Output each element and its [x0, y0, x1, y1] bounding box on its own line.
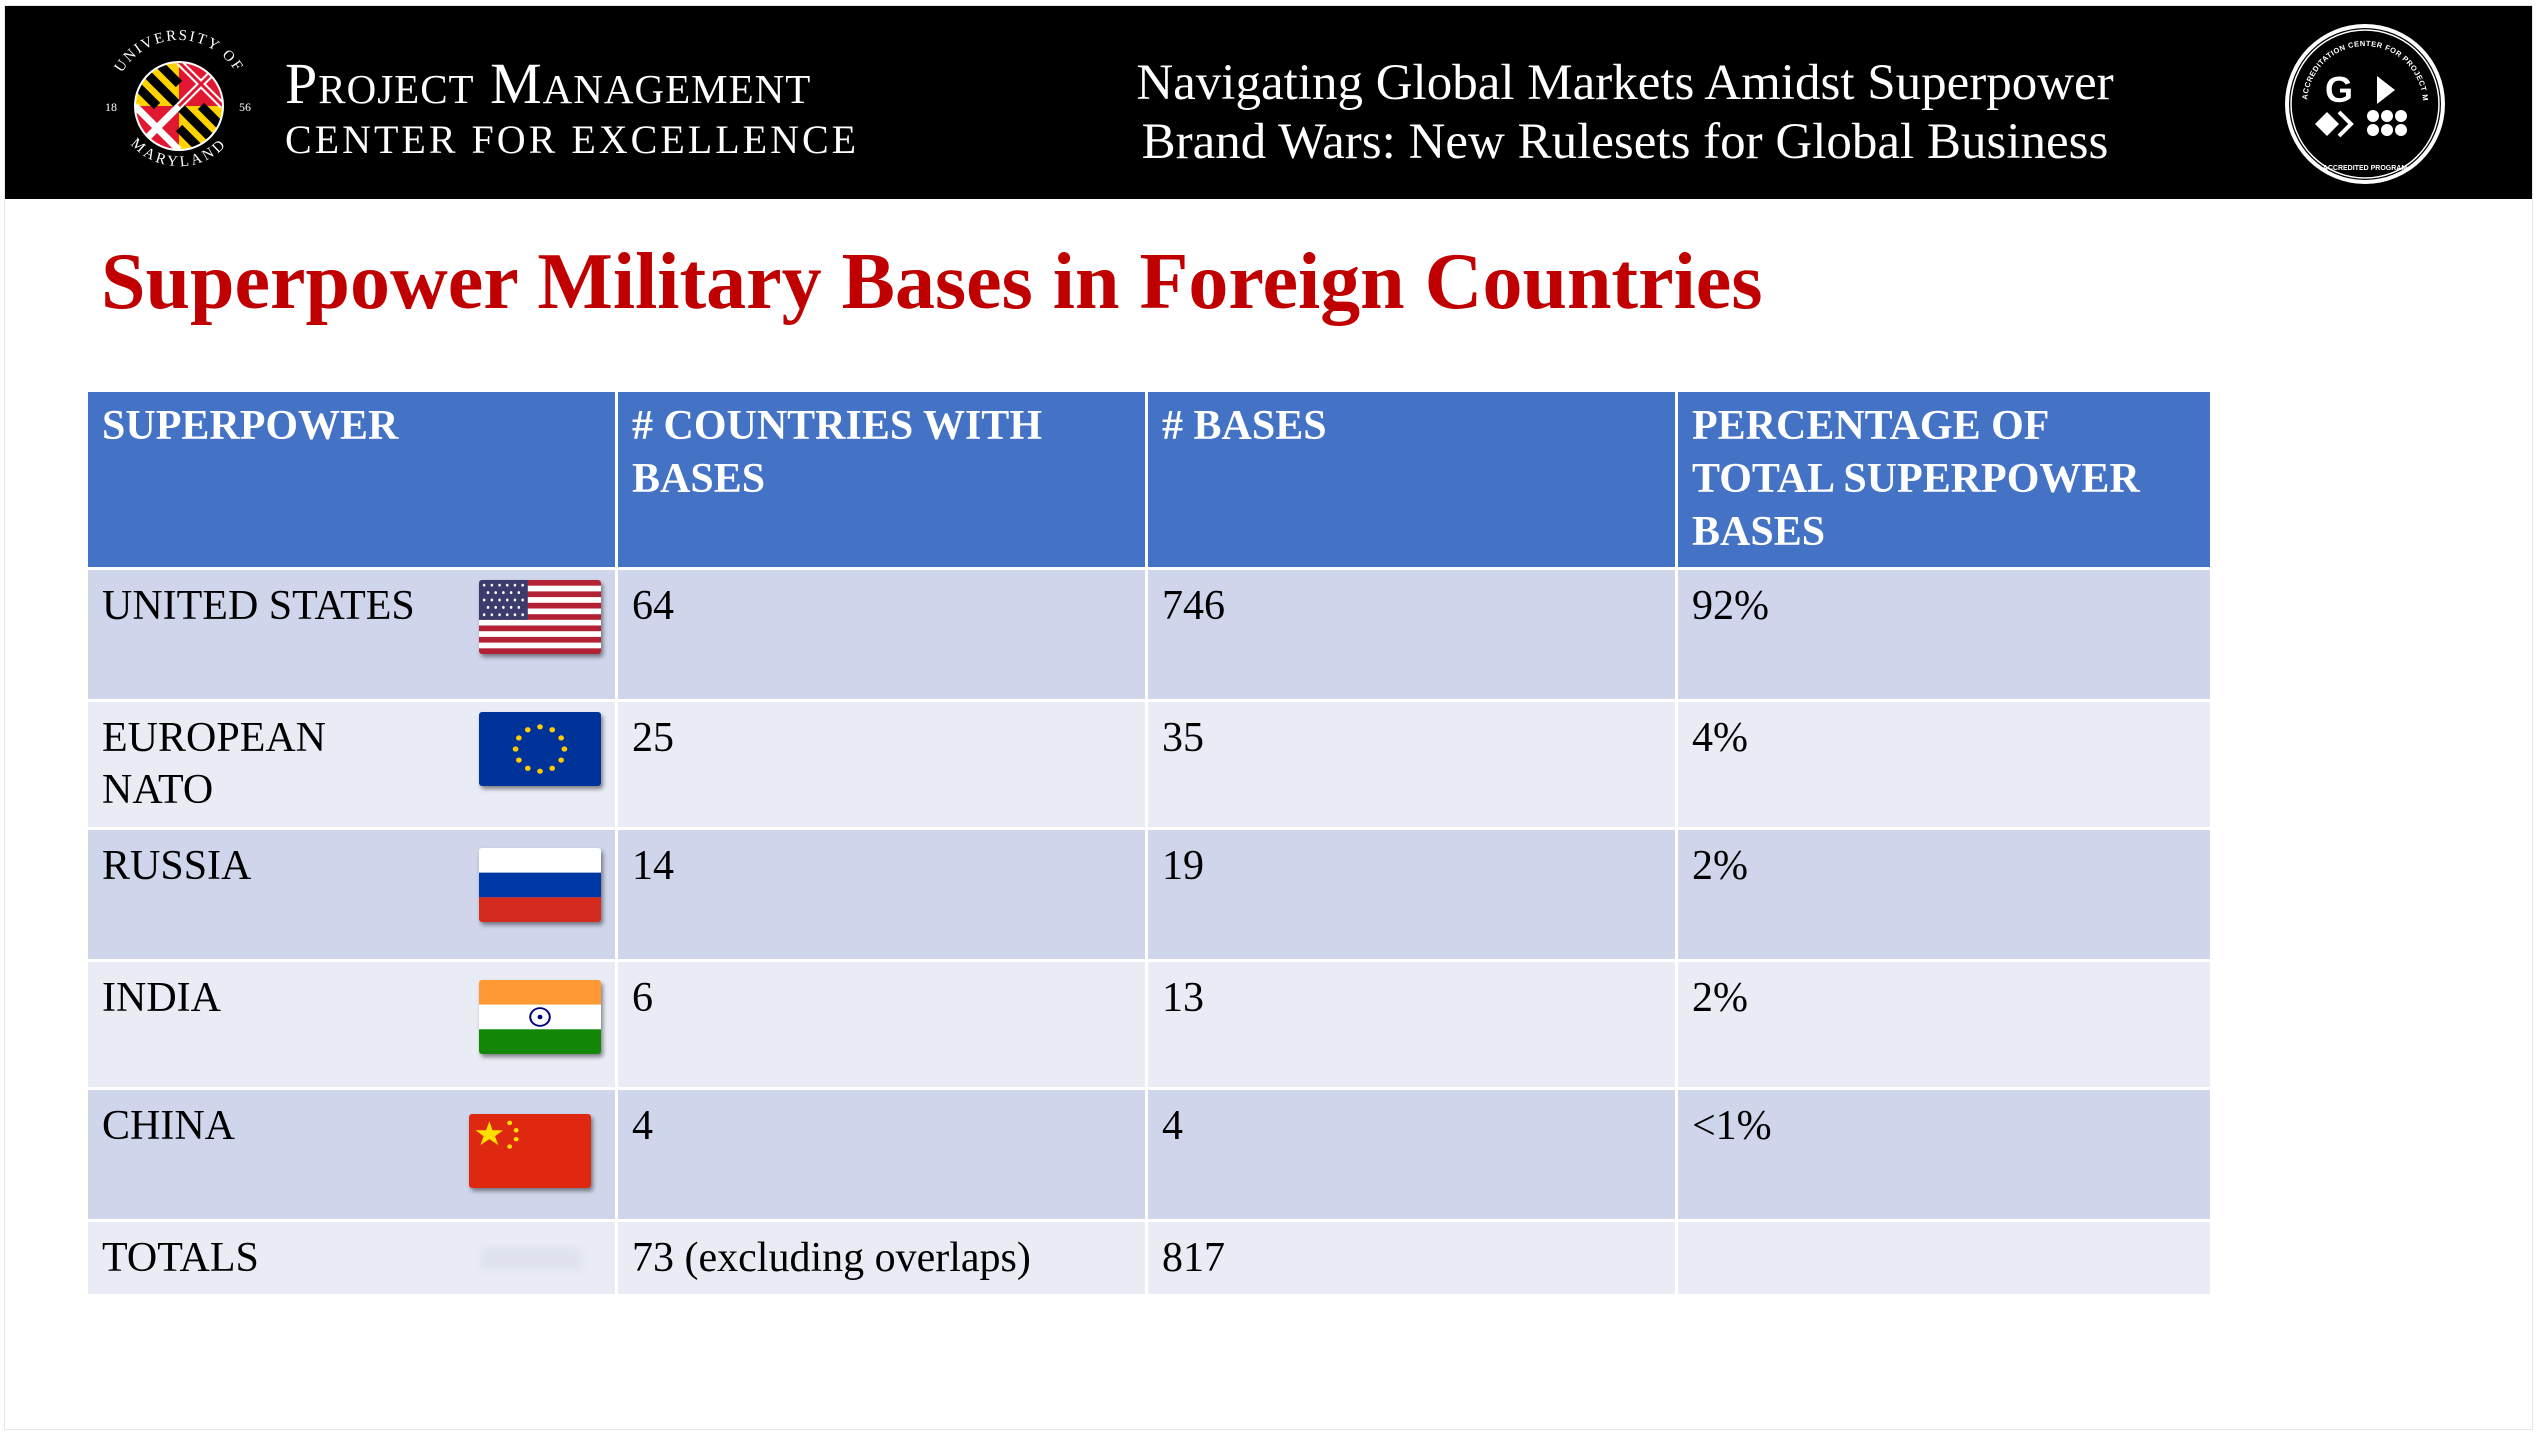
totals-label-cell: TOTALS [85, 1219, 618, 1297]
conference-title: Navigating Global Markets Amidst Superpo… [1065, 54, 2185, 172]
percentage-cell: 2% [1675, 827, 2213, 962]
countries-cell: 6 [615, 959, 1148, 1090]
superpower-cell: UNITED STATES [85, 567, 618, 702]
countries-cell: 25 [615, 699, 1148, 830]
bases-cell: 746 [1145, 567, 1678, 702]
superpower-cell: RUSSIA [85, 827, 618, 962]
totals-row: TOTALS 73 (excluding overlaps) 817 [85, 1219, 2213, 1297]
pmc-logo: Project Management CENTER FOR EXCELLENCE [285, 54, 859, 164]
header-countries-with-bases: # COUNTRIES WITH BASES [615, 389, 1148, 570]
superpower-name: UNITED STATES [102, 583, 415, 629]
slide: UNIVERSITY OF MARYLAND 18 56 Project Man… [4, 5, 2533, 1430]
svg-text:56: 56 [239, 100, 251, 114]
totals-countries-cell: 73 (excluding overlaps) [615, 1219, 1148, 1297]
totals-percentage-cell [1675, 1219, 2213, 1297]
pmc-logo-line2: CENTER FOR EXCELLENCE [285, 117, 860, 162]
svg-text:G: G [2325, 69, 2353, 110]
header-percentage: PERCENTAGE OF TOTAL SUPERPOWER BASES [1675, 389, 2213, 570]
china-flag-icon [469, 1114, 591, 1188]
percentage-cell: 4% [1675, 699, 2213, 830]
bases-cell: 35 [1145, 699, 1678, 830]
pmc-logo-line1: Project Management [285, 51, 812, 116]
superpower-name: EUROPEAN NATO [102, 715, 327, 813]
svg-text:ACCREDITED PROGRAM: ACCREDITED PROGRAM [2323, 165, 2408, 172]
totals-bases-cell: 817 [1145, 1219, 1678, 1297]
umd-seal-logo: UNIVERSITY OF MARYLAND 18 56 [93, 20, 265, 192]
countries-cell: 14 [615, 827, 1148, 962]
table-row: RUSSIA 14 19 2% [85, 827, 2213, 962]
superpower-name: RUSSIA [102, 843, 252, 889]
blurred-placeholder [481, 1248, 581, 1270]
conference-title-line1: Navigating Global Markets Amidst Superpo… [1136, 55, 2114, 111]
bases-cell: 4 [1145, 1087, 1678, 1222]
superpower-name: CHINA [102, 1103, 235, 1149]
superpower-cell: EUROPEAN NATO [85, 699, 618, 830]
countries-cell: 64 [615, 567, 1148, 702]
bases-cell: 13 [1145, 959, 1678, 1090]
superpower-cell: INDIA [85, 959, 618, 1090]
table-header-row: SUPERPOWER # COUNTRIES WITH BASES # BASE… [85, 389, 2213, 570]
table-row: UNITED STATES [85, 567, 2213, 702]
percentage-cell: <1% [1675, 1087, 2213, 1222]
countries-cell: 4 [615, 1087, 1148, 1222]
superpower-name: INDIA [102, 975, 221, 1021]
conference-title-line2: Brand Wars: New Rulesets for Global Busi… [1141, 114, 2109, 170]
russia-flag-icon [479, 848, 601, 922]
table-row: CHINA 4 4 <1% [85, 1087, 2213, 1222]
percentage-cell: 92% [1675, 567, 2213, 702]
percentage-cell: 2% [1675, 959, 2213, 1090]
svg-text:18: 18 [105, 100, 117, 114]
gac-accreditation-badge: PMI GLOBAL ACCREDITATION CENTER FOR PROJ… [2281, 20, 2445, 184]
totals-label: TOTALS [102, 1235, 259, 1281]
india-flag-icon [479, 980, 601, 1054]
us-flag-icon [479, 580, 601, 654]
table-row: INDIA 6 13 2% [85, 959, 2213, 1090]
table-row: EUROPEAN NATO 25 [85, 699, 2213, 830]
header-bases: # BASES [1145, 389, 1678, 570]
slide-title: Superpower Military Bases in Foreign Cou… [101, 238, 1763, 326]
bases-cell: 19 [1145, 827, 1678, 962]
header-band: UNIVERSITY OF MARYLAND 18 56 Project Man… [5, 6, 2532, 199]
eu-flag-icon [479, 712, 601, 786]
superpower-cell: CHINA [85, 1087, 618, 1222]
military-bases-table: SUPERPOWER # COUNTRIES WITH BASES # BASE… [85, 389, 2213, 1297]
header-superpower: SUPERPOWER [85, 389, 618, 570]
